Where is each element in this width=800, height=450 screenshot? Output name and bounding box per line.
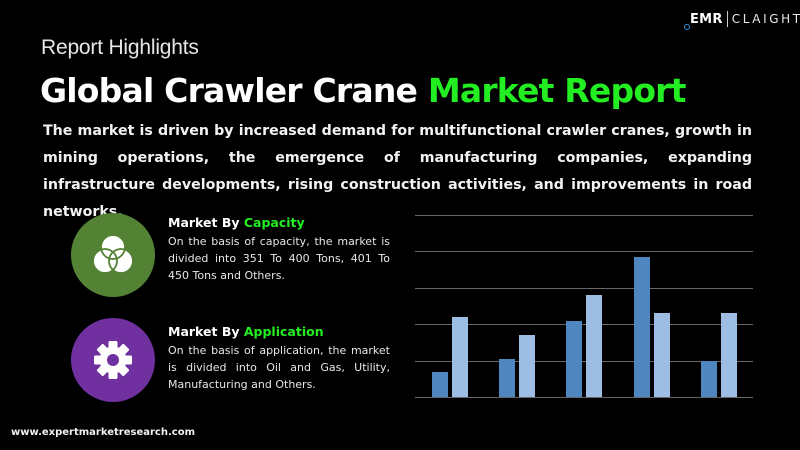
report-subtitle: Report Highlights xyxy=(41,36,199,59)
chart-gridline xyxy=(415,251,753,253)
capacity-body: On the basis of capacity, the market is … xyxy=(168,235,390,282)
gear-icon xyxy=(94,341,132,379)
application-text-block: Market By Application On the basis of ap… xyxy=(168,324,390,393)
logo-divider xyxy=(726,11,728,27)
chart-gridline xyxy=(415,215,753,216)
chart-bar xyxy=(586,295,602,397)
market-description: The market is driven by increased demand… xyxy=(43,123,752,220)
chart-bar xyxy=(519,335,535,397)
application-body: On the basis of application, the market … xyxy=(168,344,390,391)
chart-gridline xyxy=(415,324,753,326)
chart-bar xyxy=(721,313,737,397)
application-heading-accent: Application xyxy=(243,324,324,339)
venn-diagram-icon xyxy=(92,234,134,274)
bar-chart xyxy=(415,210,753,400)
chart-gridline xyxy=(415,287,753,289)
chart-bar xyxy=(701,360,717,397)
chart-bar xyxy=(499,358,515,397)
page-title: Global Crawler Crane Market Report xyxy=(40,71,686,110)
capacity-heading: Market By Capacity xyxy=(168,215,390,230)
capacity-heading-prefix: Market By xyxy=(168,215,240,230)
application-icon-circle xyxy=(71,318,155,402)
chart-bar xyxy=(452,316,468,397)
chart-bar xyxy=(654,313,670,397)
chart-baseline xyxy=(415,397,753,398)
logo-emr-text: EMR xyxy=(684,11,723,30)
capacity-icon-circle xyxy=(71,213,155,297)
brand-logo: EMR CLAIGHT xyxy=(684,11,800,30)
title-accent: Market Report xyxy=(427,71,687,110)
application-heading: Market By Application xyxy=(168,324,390,339)
chart-gridline xyxy=(415,360,753,362)
chart-bar xyxy=(634,256,650,397)
application-heading-prefix: Market By xyxy=(168,324,240,339)
title-main: Global Crawler Crane xyxy=(40,71,418,110)
chart-bar xyxy=(566,320,582,397)
logo-claight-text: CLAIGHT xyxy=(731,12,800,26)
chart-bar xyxy=(432,371,448,397)
capacity-text-block: Market By Capacity On the basis of capac… xyxy=(168,215,390,284)
footer-url: www.expertmarketresearch.com xyxy=(11,427,195,438)
capacity-heading-accent: Capacity xyxy=(243,215,305,230)
